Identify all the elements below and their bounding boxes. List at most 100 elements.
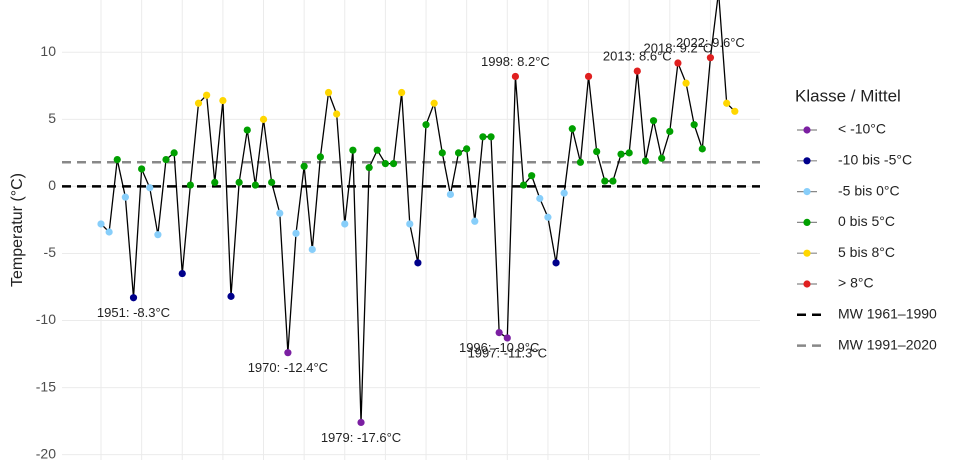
data-point [503, 334, 511, 342]
y-tick-label: -15 [36, 378, 56, 394]
data-point [528, 172, 536, 180]
data-point [389, 160, 398, 168]
data-point [536, 194, 544, 203]
data-point [584, 72, 593, 81]
legend-swatch [803, 188, 811, 196]
data-point [406, 220, 414, 228]
data-point [129, 294, 138, 302]
plot-area [62, 0, 760, 460]
annotation: 1970: -12.4°C [248, 360, 328, 375]
data-point [601, 177, 609, 185]
data-point [617, 150, 625, 158]
data-point [357, 418, 365, 427]
data-point [454, 149, 463, 157]
data-point [658, 154, 666, 162]
y-axis-title: Temperatur (°C) [9, 173, 26, 287]
data-point [690, 121, 698, 129]
data-point [251, 181, 259, 189]
data-point [731, 107, 739, 115]
data-point [243, 126, 251, 134]
data-point [398, 88, 406, 97]
legend-swatch [803, 126, 811, 134]
data-point [463, 145, 471, 153]
y-tick-label: -10 [36, 311, 56, 327]
data-point [292, 229, 300, 237]
annotation: 1951: -8.3°C [97, 305, 170, 320]
data-point [373, 146, 381, 154]
data-point [544, 213, 552, 221]
legend-label: MW 1961–1990 [838, 306, 937, 322]
data-point [641, 157, 650, 165]
data-point [682, 79, 690, 87]
data-point [146, 184, 154, 192]
legend-label: 0 bis 5°C [838, 213, 895, 229]
data-point [194, 99, 203, 107]
data-point [235, 178, 243, 186]
data-point [276, 209, 284, 217]
data-point [170, 149, 178, 157]
data-point [203, 91, 211, 99]
data-point [178, 269, 186, 278]
data-point [609, 177, 617, 185]
data-point [186, 181, 194, 189]
data-point [414, 259, 422, 267]
annotation: 2013: 8.6°C [603, 49, 672, 64]
data-point [625, 149, 633, 157]
data-point [365, 164, 373, 172]
legend-label: < -10°C [838, 121, 886, 137]
data-point [121, 193, 129, 201]
data-point [324, 88, 333, 97]
annotation: 1979: -17.6°C [321, 430, 401, 445]
data-point [479, 133, 487, 141]
data-point [316, 153, 324, 161]
y-tick-label: 10 [40, 43, 56, 59]
annotation: 1997: -11.3°C [468, 345, 547, 360]
data-point [300, 162, 308, 170]
legend-swatch [803, 249, 811, 257]
legend-label: MW 1991–2020 [838, 336, 937, 352]
data-point [698, 145, 706, 153]
data-point [495, 328, 503, 337]
legend-label: 5 bis 8°C [838, 244, 895, 260]
data-point [268, 178, 276, 186]
legend-swatch [803, 218, 811, 226]
data-point [552, 259, 560, 267]
data-point [227, 292, 235, 300]
data-point [519, 181, 528, 189]
annotation: 2022: 9.6°C [676, 35, 745, 50]
annotation: 1998: 8.2°C [481, 54, 550, 69]
y-tick-label: 5 [48, 110, 56, 126]
data-point [284, 349, 292, 357]
legend-label: -10 bis -5°C [838, 152, 912, 168]
data-point [487, 133, 495, 141]
data-point [154, 231, 162, 239]
legend-label: > 8°C [838, 275, 874, 291]
data-point [633, 67, 641, 75]
data-point [211, 178, 219, 186]
y-tick-label: 0 [48, 177, 56, 193]
data-point [438, 149, 446, 157]
legend-label: -5 bis 0°C [838, 182, 900, 198]
data-point [471, 217, 479, 225]
data-point [674, 59, 682, 67]
data-point [446, 190, 455, 199]
data-point [576, 158, 585, 166]
data-point [381, 160, 390, 168]
y-tick-label: -20 [36, 445, 56, 460]
data-point [333, 110, 341, 118]
data-point [430, 99, 438, 107]
y-tick-label: -5 [44, 244, 57, 260]
data-point [568, 125, 576, 133]
data-point [666, 127, 674, 136]
data-point [560, 189, 568, 197]
data-point [511, 72, 520, 81]
data-point [349, 146, 357, 154]
data-point [422, 121, 430, 129]
data-point [341, 220, 349, 228]
annotation: 2018: 9.2°C [644, 40, 713, 55]
data-point [97, 220, 105, 228]
legend-title: Klasse / Mittel [795, 86, 901, 105]
data-point [723, 99, 731, 107]
data-point [138, 165, 146, 173]
